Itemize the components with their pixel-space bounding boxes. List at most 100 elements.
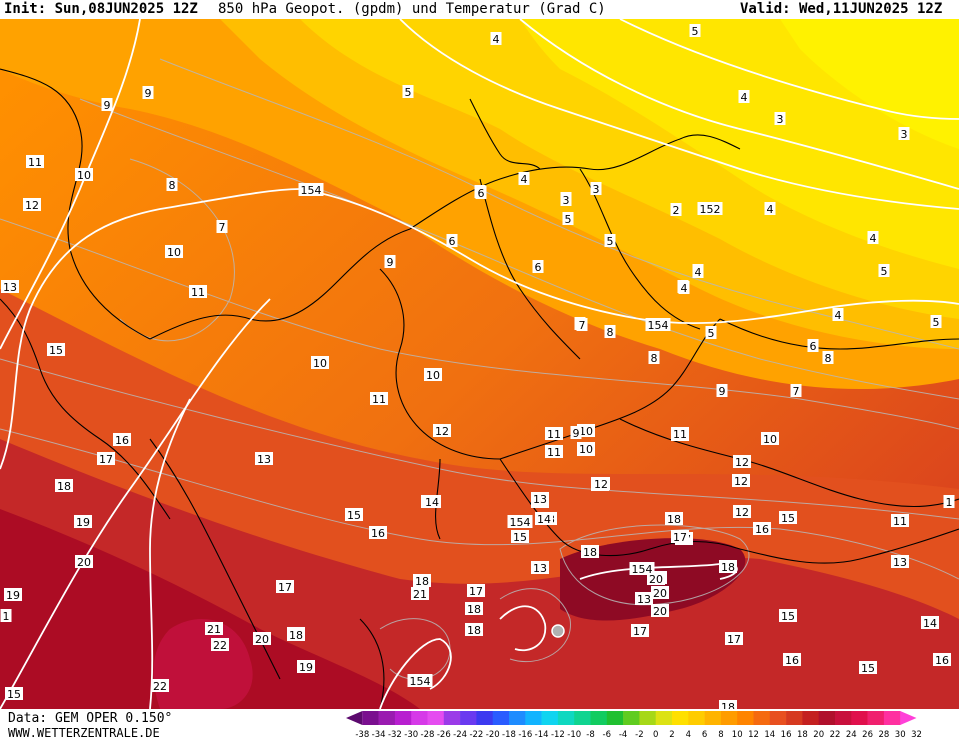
temperature-label: 10	[165, 245, 183, 259]
temperature-value: 10	[579, 443, 593, 456]
temperature-value: 5	[881, 265, 888, 278]
temperature-value: 16	[935, 654, 949, 667]
temperature-label: 14	[423, 495, 441, 509]
temperature-value: 5	[692, 25, 699, 38]
scale-swatch	[655, 711, 673, 725]
temperature-label: 4	[678, 281, 690, 295]
temperature-label: 18	[465, 602, 483, 616]
temperature-label: 18	[287, 628, 305, 642]
temperature-label: 14	[921, 616, 939, 630]
temperature-label: 10	[424, 368, 442, 382]
scale-tick-label: 18	[797, 730, 808, 739]
temperature-label: 17	[725, 632, 743, 646]
temperature-value: 12	[25, 199, 39, 212]
temperature-label: 11	[189, 285, 207, 299]
scale-swatch	[672, 711, 689, 725]
temperature-value: 20	[653, 605, 667, 618]
temperature-label: 12	[733, 505, 751, 519]
temperature-label: 18	[413, 574, 431, 588]
geopotential-label: 154	[645, 318, 671, 332]
temperature-label: 22	[151, 679, 169, 693]
scale-tick-label: -28	[421, 730, 435, 739]
temperature-value: 21	[413, 588, 427, 601]
temperature-value: 14	[425, 496, 439, 509]
temperature-label: 20	[253, 632, 271, 646]
temperature-label: 16	[113, 433, 131, 447]
temperature-label: 2	[670, 203, 682, 217]
temperature-value: 4	[835, 309, 842, 322]
temperature-label: 6	[446, 234, 458, 248]
temperature-value: 18	[583, 546, 597, 559]
website-label: WWW.WETTERZENTRALE.DE	[8, 726, 160, 740]
temperature-value: 5	[565, 213, 572, 226]
temperature-value: 1	[3, 610, 10, 623]
temperature-value: 17	[633, 625, 647, 638]
geopotential-value: 152	[700, 203, 721, 216]
temperature-label: 12	[732, 474, 750, 488]
scale-tick-label: -2	[635, 730, 643, 739]
temperature-value: 11	[547, 428, 561, 441]
temperature-value: 16	[785, 654, 799, 667]
temperature-value: 20	[255, 633, 269, 646]
scale-tick-label: -38	[355, 730, 369, 739]
geopotential-value: 154	[301, 184, 322, 197]
temperature-label: 9	[384, 255, 396, 269]
temperature-label: 15	[47, 343, 65, 357]
temperature-value: 12	[594, 478, 608, 491]
temperature-label: 17	[276, 580, 294, 594]
temperature-label: 19	[4, 588, 22, 602]
temperature-label: 8	[822, 351, 834, 365]
geopotential-label: 154	[407, 674, 433, 688]
temperature-value: 11	[893, 515, 907, 528]
geopotential-value: 154	[510, 516, 531, 529]
temperature-label: 4	[490, 32, 502, 46]
scale-tick-label: 14	[764, 730, 775, 739]
temperature-value: 4	[493, 33, 500, 46]
geopotential-lines	[0, 19, 959, 709]
temperature-value: 13	[533, 562, 547, 575]
forecast-map: 4554333345549911101210111387664535691011…	[0, 19, 959, 709]
temperature-value: 9	[145, 87, 152, 100]
temperature-label: 13	[1, 280, 19, 294]
scale-swatch	[378, 711, 396, 725]
footer-bar: Data: GEM OPER 0.150° WWW.WETTERZENTRALE…	[0, 709, 959, 741]
scale-tick-label: 28	[878, 730, 889, 739]
temperature-value: 6	[535, 261, 542, 274]
temperature-value: 9	[719, 385, 726, 398]
temperature-value: 9	[104, 99, 111, 112]
temperature-value: 11	[547, 446, 561, 459]
temperature-label: 20	[75, 555, 93, 569]
temperature-label: 13	[891, 555, 909, 569]
scale-swatch	[704, 711, 722, 725]
scale-tick-label: -26	[437, 730, 451, 739]
temperature-label: 18	[581, 545, 599, 559]
temperature-label: 17	[97, 452, 115, 466]
temperature-value: 8	[651, 352, 658, 365]
temperature-label: 13	[531, 492, 549, 506]
temperature-label: 16	[783, 653, 801, 667]
temperature-value: 10	[579, 425, 593, 438]
temperature-value: 3	[593, 183, 600, 196]
temperature-label: 11	[671, 427, 689, 441]
scale-tick-label: 22	[830, 730, 841, 739]
scale-tick-label: -6	[603, 730, 611, 739]
temperature-label: 9	[101, 98, 113, 112]
country-borders	[0, 68, 959, 709]
temperature-value: 6	[478, 187, 485, 200]
temperature-value: 15	[861, 662, 875, 675]
temperature-value: 18	[467, 603, 481, 616]
temperature-label: 11	[545, 445, 563, 459]
temperature-label: 15	[859, 661, 877, 675]
temperature-label: 20	[651, 604, 669, 618]
temperature-value: 2	[673, 204, 680, 217]
temperature-value: 20	[653, 587, 667, 600]
temperature-label: 18	[665, 512, 683, 526]
temperature-label: 5	[689, 24, 701, 38]
scale-tick-label: 20	[813, 730, 824, 739]
temperature-value: 22	[213, 639, 227, 652]
scale-tick-label: -18	[502, 730, 516, 739]
temperature-label: 4	[692, 265, 704, 279]
temperature-label: 10	[75, 168, 93, 182]
scale-tick-label: -12	[551, 730, 565, 739]
scale-tick-label: 0	[653, 730, 658, 739]
